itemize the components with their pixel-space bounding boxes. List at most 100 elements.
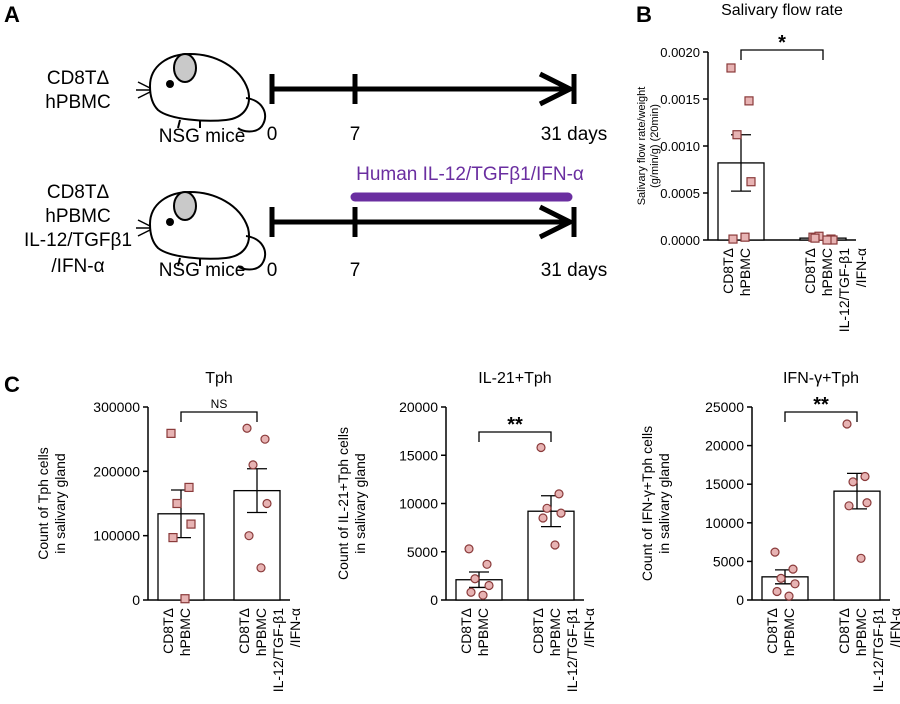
data-point	[482, 559, 492, 569]
chart-title: Tph	[205, 370, 233, 387]
y-axis-label: Salivary flow rate/weight(g/min/g) (20mi…	[636, 87, 661, 206]
data-point	[466, 587, 476, 597]
tick-label-day-7: 7	[350, 260, 361, 281]
data-point	[862, 498, 872, 508]
y-tick-label: 5000	[713, 553, 744, 569]
chart-tph: Tph Count of Tph cellsin salivary gland 0 1…	[35, 370, 303, 692]
x-tick-label-line: CD8TΔ	[802, 248, 818, 294]
x-tick-label: CD8TΔhPBMCIL-12/TGF-β1/IFN-α	[836, 608, 900, 693]
x-tick-label: CD8TΔhPBMCIL-12/TGF-β1/IFN-α	[236, 608, 303, 693]
x-tick-label-line: hPBMC	[853, 608, 869, 656]
data-point	[732, 130, 742, 140]
y-tick-label: 15000	[399, 447, 438, 463]
data-point	[186, 519, 196, 529]
data-point	[788, 564, 798, 574]
x-tick-label-line: hPBMC	[547, 608, 563, 656]
data-point	[172, 498, 182, 509]
timeline-arrowhead	[538, 71, 576, 107]
data-point	[180, 594, 190, 604]
y-axis-label: Count of IFN-γ+Tph cellsin salivary glan…	[639, 426, 672, 581]
x-tick-label-line: hPBMC	[177, 608, 193, 656]
chart-title: IFN-γ+Tph	[783, 370, 859, 387]
group-label-line-4: /IFN-α	[51, 256, 104, 277]
data-point	[744, 96, 754, 106]
x-tick-label-line: CD8TΔ	[720, 248, 736, 294]
data-point	[242, 423, 252, 433]
data-point	[740, 232, 750, 242]
mouse-label: NSG mice	[159, 126, 246, 147]
x-tick-label-line: CD8TΔ	[160, 608, 176, 654]
data-point	[860, 471, 870, 482]
chart-title: Salivary flow rate	[721, 2, 843, 19]
y-axis-label-line: Count of Tph cells	[35, 447, 51, 560]
y-tick-label: 0	[132, 592, 140, 608]
data-point	[784, 591, 794, 601]
x-tick-label-line: IL-12/TGF-β1	[870, 608, 886, 693]
data-point	[470, 574, 480, 584]
x-tick-label-line: hPBMC	[737, 248, 753, 296]
x-tick-label-line: CD8TΔ	[764, 608, 780, 654]
y-axis-label-line: Count of IL-21+Tph cells	[335, 427, 351, 580]
data-point	[184, 482, 194, 493]
y-tick-label: 0.0005	[660, 186, 700, 201]
y-tick-label: 0.0020	[660, 45, 700, 60]
data-point	[464, 544, 474, 554]
significance-bracket	[478, 431, 552, 442]
y-tick-label: 15000	[705, 476, 744, 492]
treatment-label: Human IL-12/TGFβ1/IFN-α	[356, 164, 584, 185]
significance-label: *	[778, 32, 786, 54]
y-axis-label-line: in salivary gland	[352, 453, 368, 553]
data-point	[746, 177, 756, 187]
data-point	[842, 419, 852, 429]
y-tick-label: 200000	[93, 463, 140, 479]
group-label-line-1: CD8TΔ	[47, 182, 110, 203]
x-tick-label-line: IL-12/TGF-β1	[836, 248, 852, 333]
x-tick-label-line: hPBMC	[781, 608, 797, 656]
timeline-row-2: CD8TΔ hPBMC IL-12/TGFβ1 /IFN-α NSG mice …	[24, 164, 607, 281]
data-point	[550, 540, 560, 550]
data-point	[554, 489, 564, 499]
data-point	[484, 580, 494, 591]
y-tick-label: 0.0015	[660, 92, 700, 107]
y-axis-label-line: Count of IFN-γ+Tph cells	[639, 426, 655, 581]
y-tick-label: 0	[736, 592, 744, 608]
significance-bracket	[784, 411, 858, 422]
significance-bracket	[740, 49, 824, 60]
x-tick-label-line: /IFN-α	[287, 608, 303, 647]
data-point	[478, 590, 488, 600]
x-tick-label-line: CD8TΔ	[530, 608, 546, 654]
mouse-icon	[136, 190, 267, 271]
significance-label: **	[813, 394, 829, 416]
data-point	[810, 233, 820, 243]
x-tick-label-line: CD8TΔ	[836, 608, 852, 654]
data-point	[262, 498, 272, 509]
x-tick-label: CD8TΔhPBMC	[720, 248, 753, 296]
y-tick-label: 20000	[705, 438, 744, 454]
y-tick-label: 300000	[93, 399, 140, 415]
tick-label-day-7: 7	[350, 124, 361, 145]
y-tick-label: 0.0010	[660, 139, 700, 154]
data-point	[166, 428, 176, 438]
data-point	[728, 234, 738, 244]
y-tick-label: 10000	[399, 496, 438, 512]
y-tick-label: 25000	[705, 399, 744, 415]
y-tick-label: 20000	[399, 399, 438, 415]
data-point	[556, 508, 566, 518]
x-tick-label-line: /IFN-α	[581, 608, 597, 647]
x-tick-label: CD8TΔhPBMC	[458, 608, 491, 656]
data-point	[538, 513, 548, 523]
y-tick-label: 0	[430, 592, 438, 608]
group-label-line-2: hPBMC	[45, 206, 110, 227]
y-axis-label-line: in salivary gland	[656, 453, 672, 553]
x-tick-label-line: /IFN-α	[887, 608, 900, 647]
significance-label: NS	[211, 397, 228, 411]
y-tick-label: 0.0000	[660, 233, 700, 248]
data-point	[168, 532, 178, 543]
y-tick-label: 100000	[93, 528, 140, 544]
y-tick-label: 10000	[705, 515, 744, 531]
data-point	[726, 63, 736, 73]
x-tick-label: CD8TΔhPBMCIL-12/TGF-β1/IFN-α	[802, 248, 869, 333]
x-tick-label-line: hPBMC	[253, 608, 269, 656]
significance-label: **	[507, 414, 523, 436]
group-label-line-2: hPBMC	[45, 92, 110, 113]
